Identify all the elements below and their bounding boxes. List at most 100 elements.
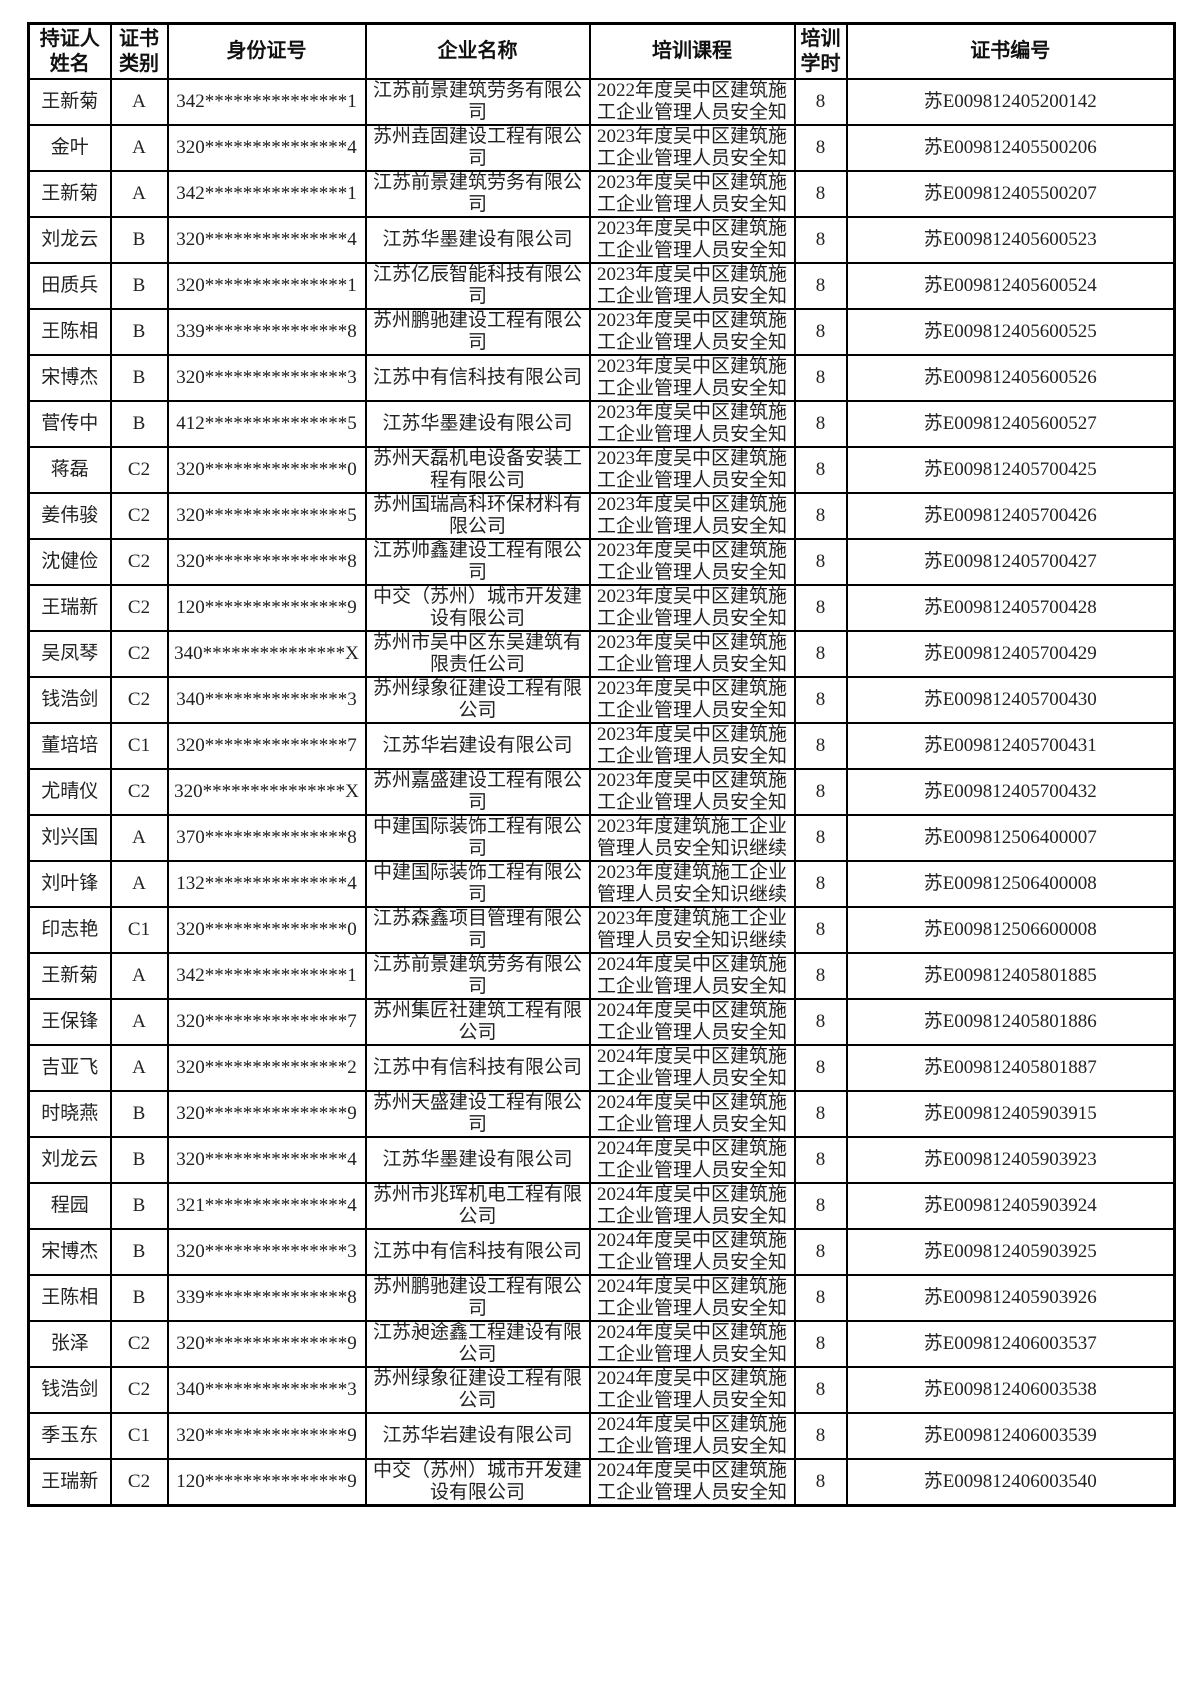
cell-hours: 8 [793,308,848,356]
cell-company: 苏州绿象征建设工程有限公司 [364,1366,591,1414]
cell-cert-no: 苏E009812405700428 [845,584,1176,632]
cell-name: 季玉东 [27,1412,112,1460]
column-header-course: 培训课程 [588,22,796,80]
cell-id-number: 320***************7 [166,998,367,1046]
cell-category: B [109,262,169,310]
cell-hours: 8 [793,1182,848,1230]
cell-company: 中建国际装饰工程有限公司 [364,814,591,862]
table-row: 王陈相 B 339***************8 苏州鹏驰建设工程有限公司 2023年… [27,308,1176,356]
cell-company: 江苏森鑫项目管理有限公司 [364,906,591,954]
cell-category: C2 [109,1458,169,1507]
cell-category: C1 [109,906,169,954]
table-row: 王新菊 A 342***************1 江苏前景建筑劳务有限公司 2023年… [27,170,1176,218]
column-header-name: 持证人姓名 [27,22,112,80]
cell-cert-no: 苏E009812405801885 [845,952,1176,1000]
cell-course: 2023年度建筑施工企业管理人员安全知识继续 [588,860,796,908]
cell-name: 尤晴仪 [27,768,112,816]
cell-company: 苏州鹏驰建设工程有限公司 [364,1274,591,1322]
cell-id-number: 320***************0 [166,446,367,494]
cell-category: A [109,998,169,1046]
cell-hours: 8 [793,78,848,126]
cell-company: 苏州国瑞高科环保材料有限公司 [364,492,591,540]
certificate-table: 持证人姓名 证书类别 身份证号 企业名称 培训课程 培训学时 证书编号 王新菊 A 342***… [27,22,1176,1507]
cell-category: A [109,1044,169,1092]
cell-name: 菅传中 [27,400,112,448]
cell-company: 江苏前景建筑劳务有限公司 [364,170,591,218]
cell-cert-no: 苏E009812405700432 [845,768,1176,816]
cell-hours: 8 [793,538,848,586]
cell-hours: 8 [793,1366,848,1414]
cell-course: 2023年度建筑施工企业管理人员安全知识继续 [588,906,796,954]
cell-category: C2 [109,676,169,724]
cell-category: C1 [109,722,169,770]
cell-category: B [109,1182,169,1230]
table-row: 季玉东 C1 320***************9 江苏华岩建设有限公司 2024年度… [27,1412,1176,1460]
cell-course: 2023年度吴中区建筑施工企业管理人员安全知 [588,216,796,264]
cell-name: 吉亚飞 [27,1044,112,1092]
cell-name: 宋博杰 [27,1228,112,1276]
cell-id-number: 320***************4 [166,1136,367,1184]
cell-cert-no: 苏E009812406003537 [845,1320,1176,1368]
cell-cert-no: 苏E009812405600523 [845,216,1176,264]
cell-company: 中交（苏州）城市开发建设有限公司 [364,584,591,632]
cell-cert-no: 苏E009812405700426 [845,492,1176,540]
cell-id-number: 132***************4 [166,860,367,908]
cell-company: 江苏中有信科技有限公司 [364,1044,591,1092]
cell-company: 江苏华墨建设有限公司 [364,400,591,448]
cell-name: 董培培 [27,722,112,770]
cell-company: 江苏前景建筑劳务有限公司 [364,78,591,126]
cell-company: 江苏亿辰智能科技有限公司 [364,262,591,310]
table-row: 蒋磊 C2 320***************0 苏州天磊机电设备安装工程有限公司 2… [27,446,1176,494]
cell-course: 2023年度吴中区建筑施工企业管理人员安全知 [588,170,796,218]
cell-hours: 8 [793,952,848,1000]
cell-cert-no: 苏E009812405903915 [845,1090,1176,1138]
cell-name: 王陈相 [27,1274,112,1322]
table-row: 王新菊 A 342***************1 江苏前景建筑劳务有限公司 2022年… [27,78,1176,126]
cell-hours: 8 [793,262,848,310]
cell-id-number: 320***************8 [166,538,367,586]
cell-course: 2023年度吴中区建筑施工企业管理人员安全知 [588,676,796,724]
cell-hours: 8 [793,906,848,954]
cell-category: C2 [109,492,169,540]
table-row: 时晓燕 B 320***************9 苏州天盛建设工程有限公司 2024年… [27,1090,1176,1138]
cell-id-number: 320***************X [166,768,367,816]
column-header-cert_no: 证书编号 [845,22,1176,80]
cell-cert-no: 苏E009812405700427 [845,538,1176,586]
table-row: 姜伟骏 C2 320***************5 苏州国瑞高科环保材料有限公司 20… [27,492,1176,540]
cell-name: 王保锋 [27,998,112,1046]
cell-hours: 8 [793,124,848,172]
cell-hours: 8 [793,1274,848,1322]
cell-company: 江苏中有信科技有限公司 [364,1228,591,1276]
cell-company: 苏州绿象征建设工程有限公司 [364,676,591,724]
cell-category: C2 [109,768,169,816]
cell-id-number: 370***************8 [166,814,367,862]
cell-company: 中建国际装饰工程有限公司 [364,860,591,908]
cell-course: 2023年度吴中区建筑施工企业管理人员安全知 [588,354,796,402]
cell-id-number: 320***************4 [166,124,367,172]
cell-name: 蒋磊 [27,446,112,494]
cell-hours: 8 [793,1090,848,1138]
cell-cert-no: 苏E009812405600524 [845,262,1176,310]
cell-name: 刘兴国 [27,814,112,862]
cell-cert-no: 苏E009812405700425 [845,446,1176,494]
cell-hours: 8 [793,768,848,816]
cell-hours: 8 [793,446,848,494]
table-row: 王新菊 A 342***************1 江苏前景建筑劳务有限公司 2024年… [27,952,1176,1000]
cell-cert-no: 苏E009812506400008 [845,860,1176,908]
cell-name: 刘叶锋 [27,860,112,908]
cell-course: 2024年度吴中区建筑施工企业管理人员安全知 [588,998,796,1046]
cell-category: B [109,1274,169,1322]
cell-cert-no: 苏E009812405903926 [845,1274,1176,1322]
cell-course: 2024年度吴中区建筑施工企业管理人员安全知 [588,1182,796,1230]
cell-company: 江苏华墨建设有限公司 [364,1136,591,1184]
table-head: 持证人姓名 证书类别 身份证号 企业名称 培训课程 培训学时 证书编号 [27,22,1176,80]
cell-id-number: 340***************3 [166,676,367,724]
cell-course: 2023年度吴中区建筑施工企业管理人员安全知 [588,262,796,310]
cell-company: 苏州天磊机电设备安装工程有限公司 [364,446,591,494]
cell-hours: 8 [793,492,848,540]
cell-id-number: 320***************3 [166,354,367,402]
cell-name: 刘龙云 [27,216,112,264]
cell-course: 2023年度吴中区建筑施工企业管理人员安全知 [588,722,796,770]
cell-course: 2023年度建筑施工企业管理人员安全知识继续 [588,814,796,862]
cell-id-number: 320***************0 [166,906,367,954]
